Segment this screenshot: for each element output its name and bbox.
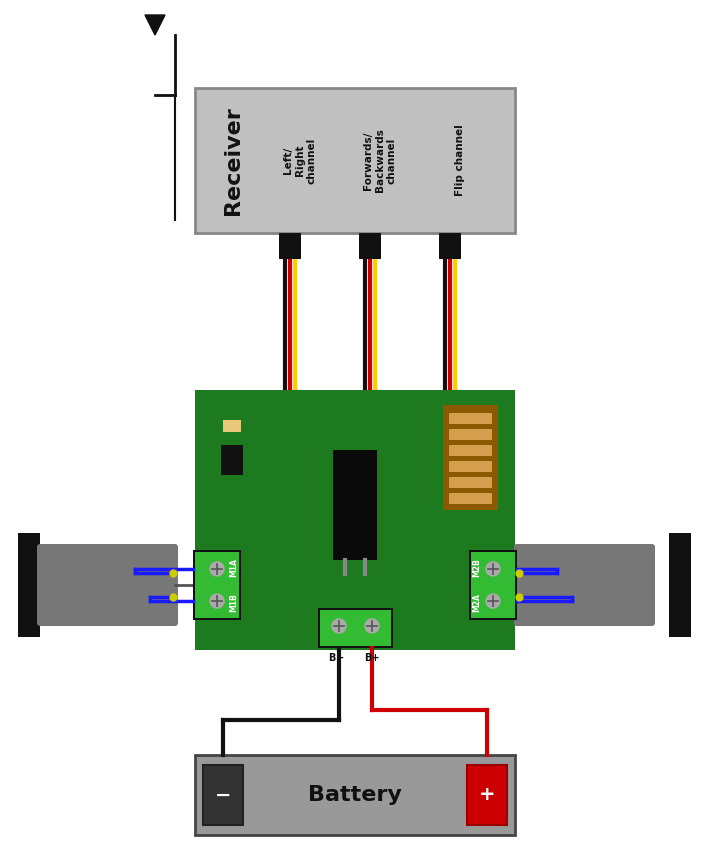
FancyBboxPatch shape: [320, 610, 391, 646]
Text: M1B: M1B: [229, 593, 238, 611]
FancyBboxPatch shape: [359, 233, 381, 259]
Text: M2A: M2A: [472, 593, 481, 612]
FancyBboxPatch shape: [221, 445, 243, 475]
FancyBboxPatch shape: [203, 765, 243, 825]
Circle shape: [210, 562, 224, 576]
FancyBboxPatch shape: [449, 493, 492, 504]
FancyBboxPatch shape: [471, 552, 515, 618]
FancyBboxPatch shape: [279, 233, 301, 259]
FancyBboxPatch shape: [37, 544, 178, 626]
FancyBboxPatch shape: [443, 405, 498, 510]
FancyBboxPatch shape: [449, 461, 492, 472]
FancyBboxPatch shape: [449, 445, 492, 456]
Circle shape: [486, 562, 500, 576]
FancyBboxPatch shape: [18, 533, 40, 637]
FancyBboxPatch shape: [449, 477, 492, 488]
Text: M2B: M2B: [472, 558, 481, 577]
FancyBboxPatch shape: [193, 550, 241, 620]
FancyBboxPatch shape: [469, 550, 517, 620]
FancyBboxPatch shape: [195, 755, 515, 835]
Text: Forwards/
Backwards
channel: Forwards/ Backwards channel: [364, 128, 396, 193]
FancyBboxPatch shape: [195, 390, 515, 650]
FancyBboxPatch shape: [467, 765, 507, 825]
Text: B+: B+: [364, 653, 380, 663]
FancyBboxPatch shape: [449, 429, 492, 440]
Text: Left/
Right
channel: Left/ Right channel: [284, 138, 317, 184]
Text: Flip channel: Flip channel: [455, 125, 465, 196]
FancyBboxPatch shape: [514, 544, 655, 626]
Circle shape: [332, 619, 346, 633]
Text: M1A: M1A: [229, 558, 238, 577]
Text: Receiver: Receiver: [223, 106, 243, 215]
Text: Battery: Battery: [308, 785, 402, 805]
FancyBboxPatch shape: [195, 552, 239, 618]
FancyBboxPatch shape: [223, 420, 241, 432]
FancyBboxPatch shape: [449, 413, 492, 424]
Circle shape: [210, 594, 224, 608]
FancyBboxPatch shape: [669, 533, 691, 637]
FancyBboxPatch shape: [333, 450, 377, 560]
Polygon shape: [145, 15, 165, 35]
Circle shape: [486, 594, 500, 608]
FancyBboxPatch shape: [439, 233, 461, 259]
FancyBboxPatch shape: [195, 88, 515, 233]
Text: +: +: [479, 785, 496, 804]
Text: B -: B -: [330, 653, 344, 663]
Text: −: −: [215, 785, 231, 804]
Circle shape: [365, 619, 379, 633]
FancyBboxPatch shape: [318, 608, 393, 648]
